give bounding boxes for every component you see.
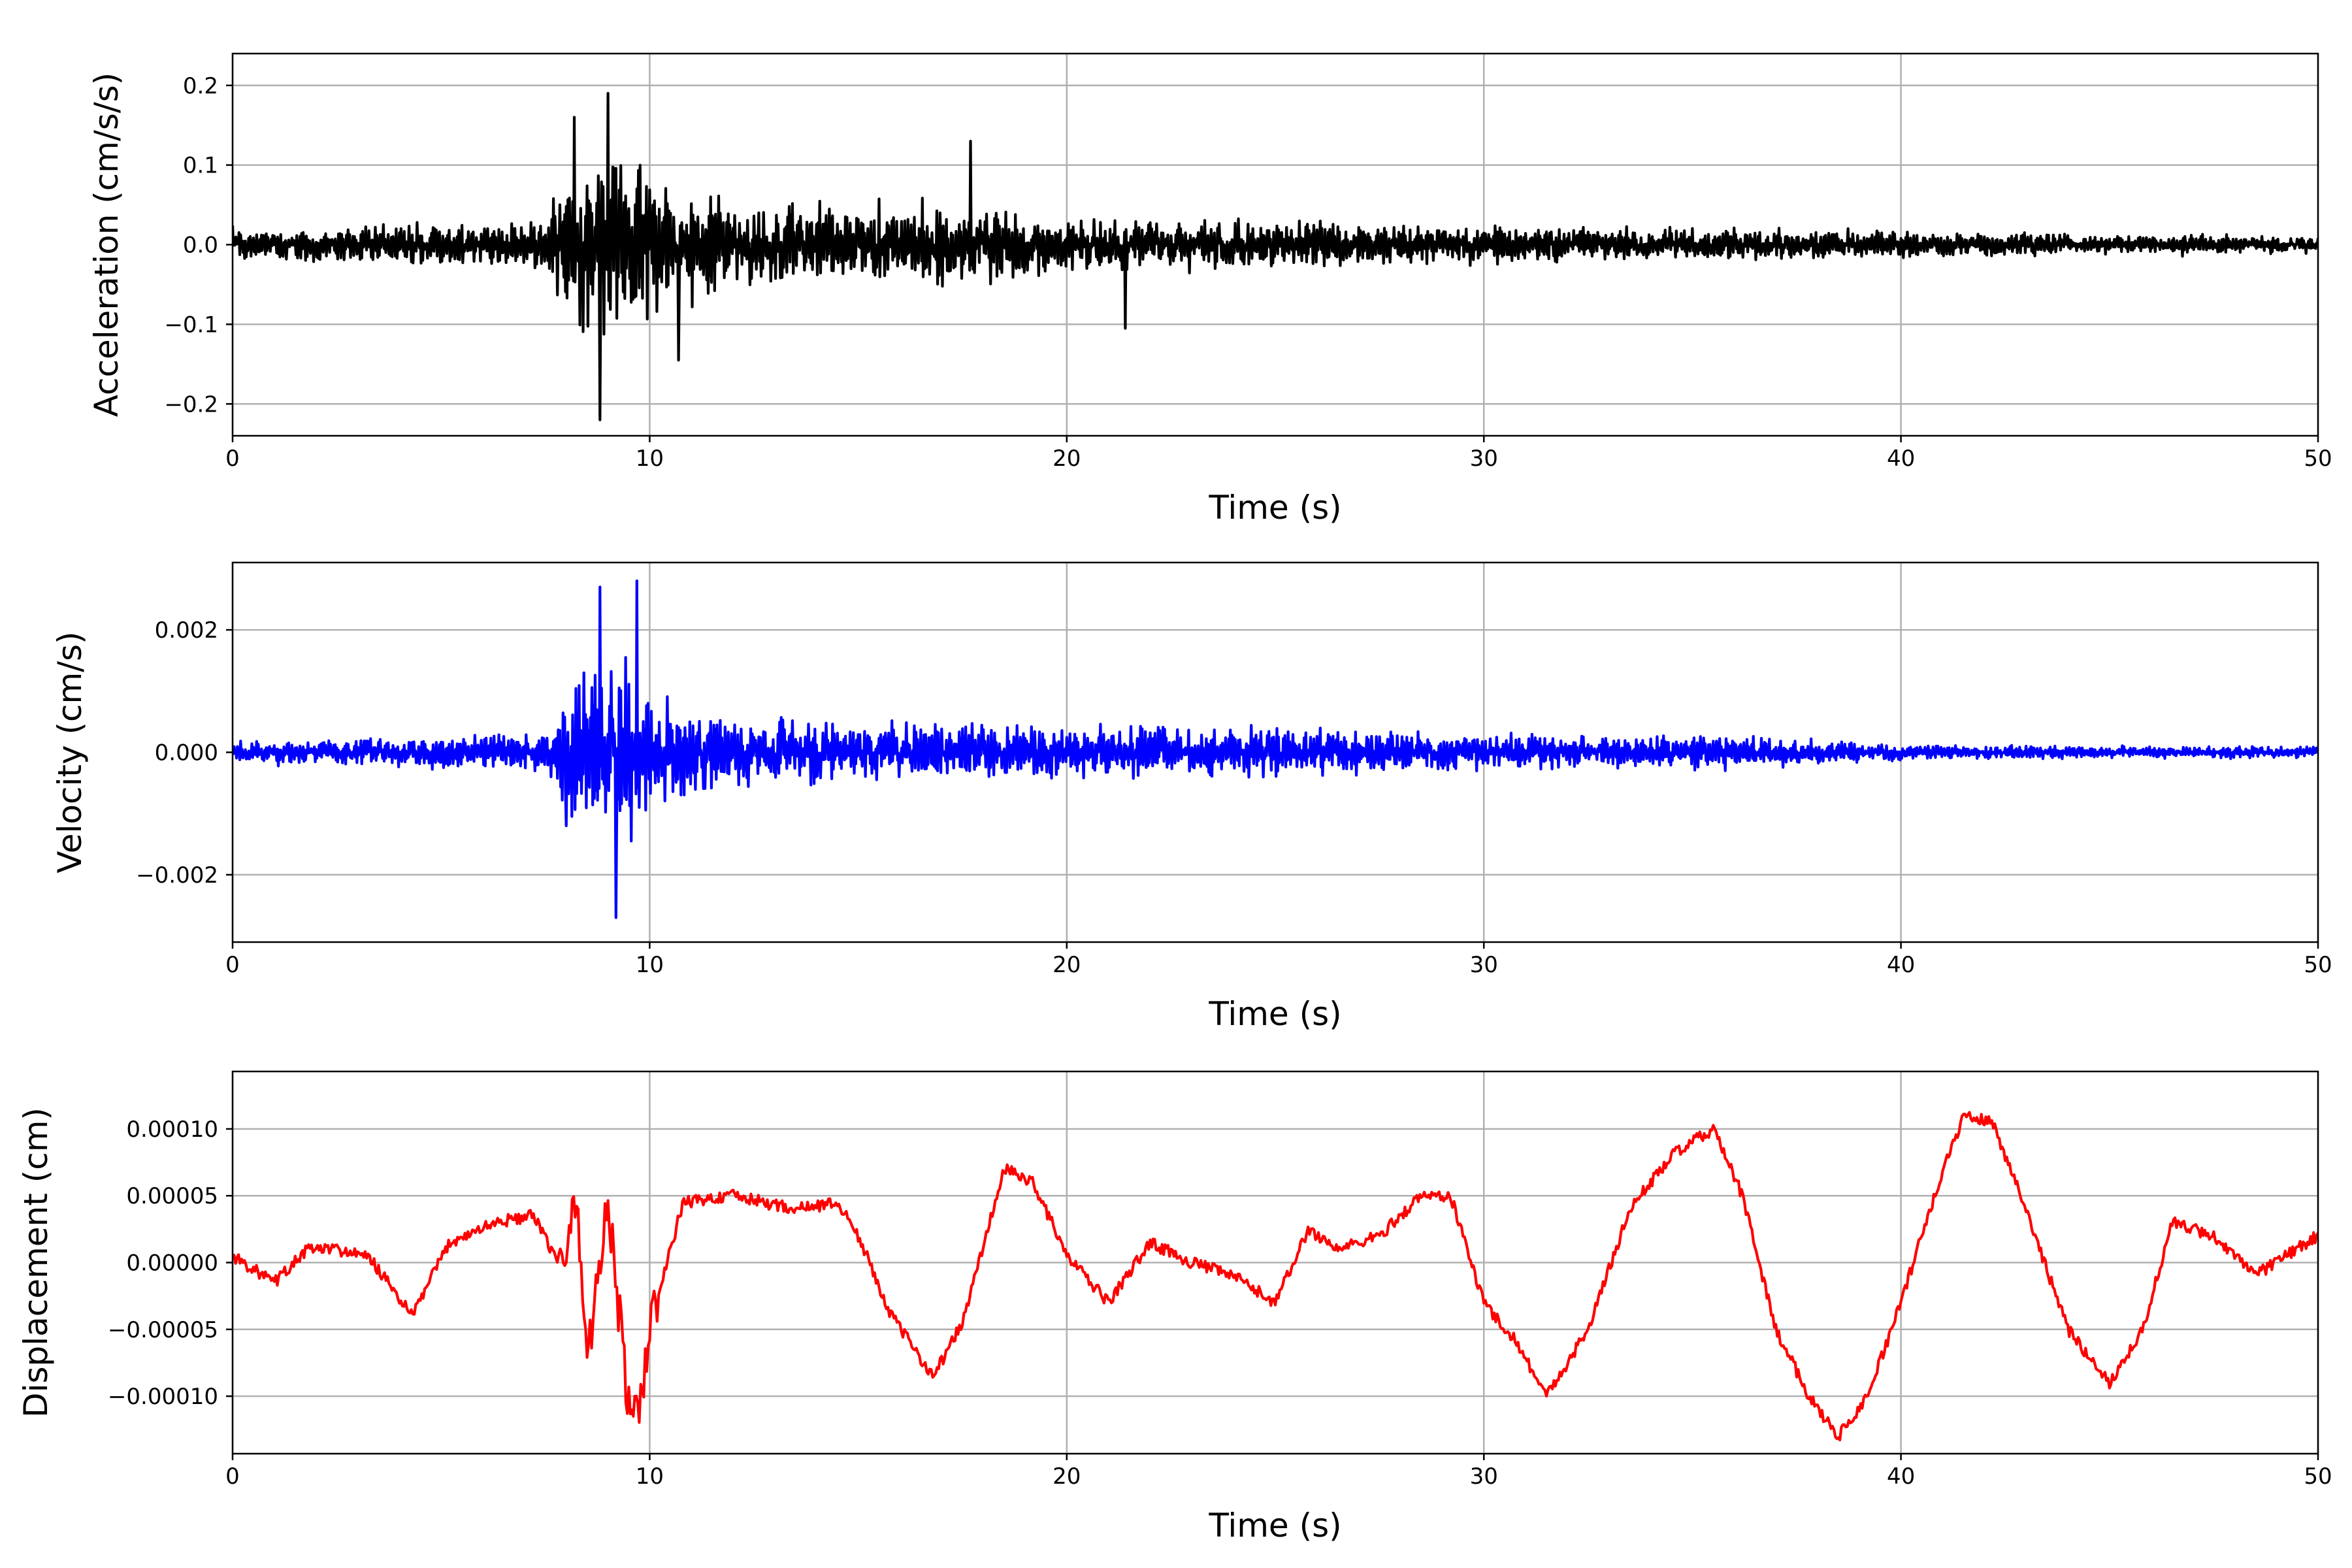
acceleration-x-axis-label: Time (s) <box>1208 489 1341 527</box>
displacement-y-tick-label: 0.00010 <box>126 1117 218 1143</box>
displacement-y-tick-label: 0.00000 <box>126 1250 218 1277</box>
acceleration-y-tick-label: −0.2 <box>164 391 218 417</box>
acceleration-series-line <box>233 91 2318 421</box>
displacement-series-line <box>233 1111 2318 1442</box>
acceleration-y-tick-label: 0.1 <box>183 153 218 179</box>
displacement-x-tick-label: 40 <box>1887 1463 1915 1490</box>
acceleration-y-axis-label: Acceleration (cm/s/s) <box>88 73 125 417</box>
displacement-x-tick-label: 30 <box>1470 1463 1498 1490</box>
displacement-ticks: 0 10 20 30 40 50 −0.00010 −0.00005 0.00000 0.0000… <box>108 1117 2332 1490</box>
acceleration-x-tick-label: 50 <box>2304 446 2332 472</box>
velocity-y-tick-label: 0.000 <box>155 740 218 766</box>
velocity-y-tick-label: 0.002 <box>155 617 218 644</box>
velocity-x-tick-label: 0 <box>225 952 240 978</box>
displacement-y-tick-label: −0.00010 <box>108 1384 218 1410</box>
velocity-series-line <box>233 580 2318 919</box>
velocity-y-tick-label: −0.002 <box>136 862 218 889</box>
velocity-x-tick-label: 20 <box>1053 952 1081 978</box>
displacement-x-tick-label: 20 <box>1053 1463 1081 1490</box>
velocity-ticks: 0 10 20 30 40 50 −0.002 0.000 0.002 <box>136 617 2332 978</box>
acceleration-y-tick-label: 0.0 <box>183 233 218 259</box>
displacement-grid <box>231 1071 2319 1454</box>
acceleration-x-tick-label: 20 <box>1053 446 1081 472</box>
velocity-y-axis-label: Velocity (cm/s) <box>51 631 89 873</box>
acceleration-x-tick-label: 40 <box>1887 446 1915 472</box>
displacement-x-tick-label: 10 <box>636 1463 664 1490</box>
velocity-x-tick-label: 50 <box>2304 952 2332 978</box>
acceleration-x-tick-label: 0 <box>225 446 240 472</box>
acceleration-panel: 0 10 20 30 40 50 −0.2 −0.1 0.0 0.1 0.2 Time (s) Ac… <box>88 52 2332 527</box>
acceleration-y-tick-label: 0.2 <box>183 73 218 99</box>
displacement-x-tick-label: 50 <box>2304 1463 2332 1490</box>
acceleration-ticks: 0 10 20 30 40 50 −0.2 −0.1 0.0 0.1 0.2 <box>164 73 2332 472</box>
displacement-x-tick-label: 0 <box>225 1463 240 1490</box>
displacement-series <box>233 1111 2318 1442</box>
displacement-panel: 0 10 20 30 40 50 −0.00010 −0.00005 0.00000 0.0000… <box>17 1070 2332 1544</box>
velocity-x-tick-label: 10 <box>636 952 664 978</box>
displacement-y-tick-label: −0.00005 <box>108 1317 218 1343</box>
acceleration-x-tick-label: 30 <box>1470 446 1498 472</box>
acceleration-y-tick-label: −0.1 <box>164 312 218 338</box>
velocity-x-axis-label: Time (s) <box>1208 995 1341 1033</box>
velocity-series <box>233 580 2318 919</box>
displacement-x-axis-label: Time (s) <box>1208 1507 1341 1544</box>
velocity-x-tick-label: 30 <box>1470 952 1498 978</box>
velocity-x-tick-label: 40 <box>1887 952 1915 978</box>
displacement-y-tick-label: 0.00005 <box>126 1183 218 1209</box>
acceleration-x-tick-label: 10 <box>636 446 664 472</box>
velocity-panel: 0 10 20 30 40 50 −0.002 0.000 0.002 Time (s) Vel… <box>51 561 2332 1033</box>
acceleration-series <box>233 91 2318 421</box>
displacement-y-axis-label: Displacement (cm) <box>17 1107 55 1418</box>
